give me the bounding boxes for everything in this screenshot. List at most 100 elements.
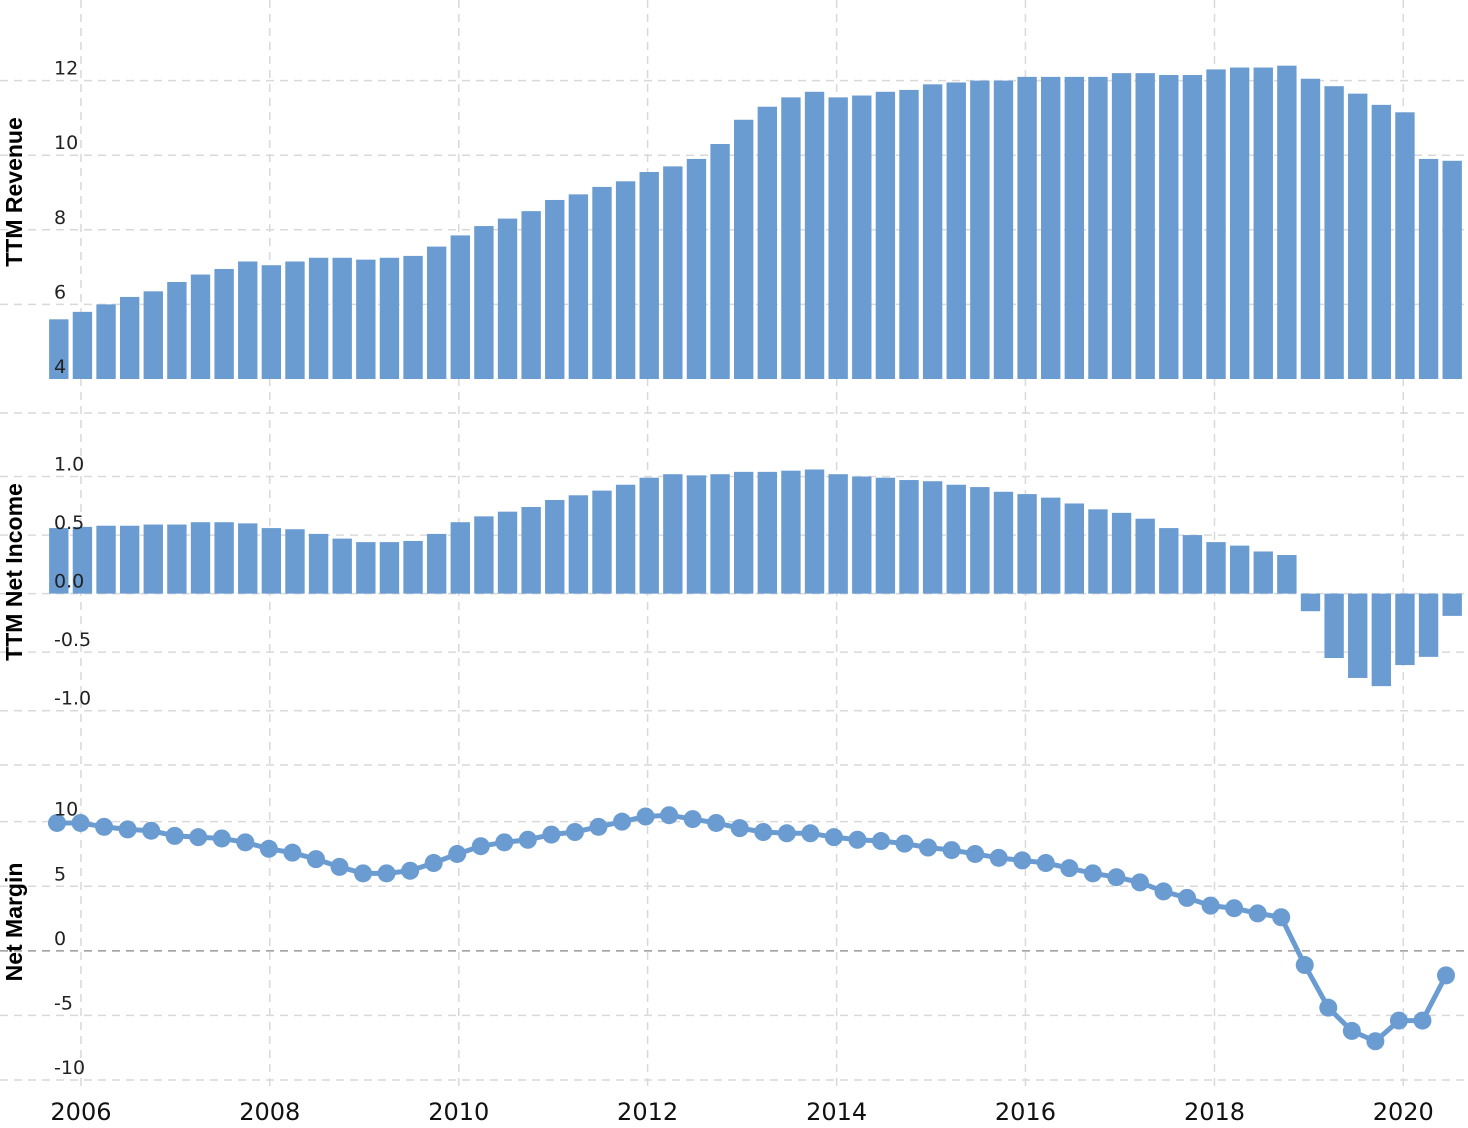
bar (49, 319, 69, 379)
margin-point (401, 861, 420, 880)
bar (403, 540, 423, 594)
bar (1348, 93, 1368, 379)
margin-point (1319, 998, 1338, 1017)
bar (285, 529, 305, 594)
bar (521, 506, 541, 594)
margin-point (48, 813, 66, 832)
y-tick-label: 5 (54, 863, 66, 885)
bar (804, 469, 825, 594)
bar (615, 484, 636, 594)
y-tick-label: 1.0 (54, 454, 84, 476)
bar (970, 80, 990, 379)
margin-point (707, 813, 726, 832)
margin-point (95, 817, 114, 836)
bar (686, 158, 707, 379)
margin-point (142, 821, 161, 840)
bar (1111, 73, 1132, 379)
margin-point (330, 857, 349, 876)
margin-point (1366, 1032, 1385, 1051)
margin-point (565, 823, 584, 841)
labels-layer: 4 6 8 10 12 TTM Revenue -1.0 -0.5 0.0 0.5 1.0 TTM N… (1, 58, 1434, 1126)
bar (356, 259, 376, 379)
bar (828, 97, 848, 379)
bar (49, 528, 69, 594)
margin-point (542, 825, 561, 844)
margin-point (942, 841, 961, 860)
bar (238, 523, 258, 594)
bar (734, 119, 754, 379)
bar (214, 268, 234, 379)
bar (1277, 65, 1297, 380)
margin-point (1036, 854, 1055, 872)
margin-point (966, 844, 985, 863)
margin-point (613, 812, 632, 831)
margin-point (1225, 899, 1244, 918)
margin-point (71, 813, 90, 832)
bar (993, 80, 1014, 379)
bar (592, 490, 612, 594)
y-tick-label: 0 (54, 928, 66, 950)
bar (946, 484, 966, 594)
bar (1395, 593, 1415, 666)
margin-point (589, 817, 608, 836)
y-axis-label: Net Margin (1, 863, 27, 982)
bar (1088, 76, 1108, 380)
bar (686, 475, 707, 594)
bar (1111, 512, 1132, 594)
bar (261, 265, 282, 379)
bar (639, 477, 659, 594)
margin-point (471, 837, 490, 856)
margin-point (1107, 868, 1126, 887)
bar (1088, 509, 1108, 594)
bar (1418, 593, 1439, 657)
bar (1348, 593, 1368, 678)
bar (1159, 75, 1179, 379)
y-axis-label: TTM Revenue (1, 117, 27, 267)
bar (1041, 497, 1061, 594)
bar (922, 481, 943, 594)
y-tick-label: 8 (54, 207, 66, 229)
bar (521, 211, 541, 379)
bar (190, 274, 211, 379)
bar (852, 95, 872, 380)
margin-point (683, 810, 702, 829)
margin-point (1295, 956, 1314, 975)
bar (379, 257, 400, 379)
y-axis-label: TTM Net Income (1, 483, 27, 661)
margin-point (1060, 859, 1079, 878)
margin-point (1272, 908, 1291, 927)
bar (852, 476, 872, 594)
margin-point (1154, 882, 1173, 901)
bar (356, 542, 376, 594)
bar (710, 144, 730, 379)
margin-point (730, 819, 749, 838)
margin-point (777, 824, 796, 843)
bar (1371, 593, 1392, 687)
x-tick-label: 2018 (1184, 1098, 1245, 1126)
x-tick-label: 2020 (1373, 1098, 1434, 1126)
bar (710, 474, 730, 594)
bar (545, 199, 565, 379)
bar (899, 89, 919, 380)
bar (734, 471, 754, 594)
bar (426, 533, 447, 594)
x-tick-label: 2014 (806, 1098, 867, 1126)
margin-point (1130, 873, 1149, 892)
x-tick-label: 2016 (995, 1098, 1056, 1126)
margin-point (1342, 1021, 1361, 1040)
margin-point (1178, 888, 1197, 907)
bar (1253, 67, 1273, 380)
bar (450, 522, 470, 594)
bar (1418, 158, 1439, 379)
bar (615, 181, 636, 379)
margin-point (165, 826, 184, 845)
bar (639, 171, 659, 379)
bar (1442, 593, 1462, 616)
bar (261, 528, 282, 594)
bar (1064, 503, 1085, 594)
y-tick-label: 4 (54, 356, 66, 378)
margin-point (895, 834, 914, 853)
bar (143, 291, 163, 379)
bar (875, 477, 896, 594)
bar (1159, 528, 1179, 594)
